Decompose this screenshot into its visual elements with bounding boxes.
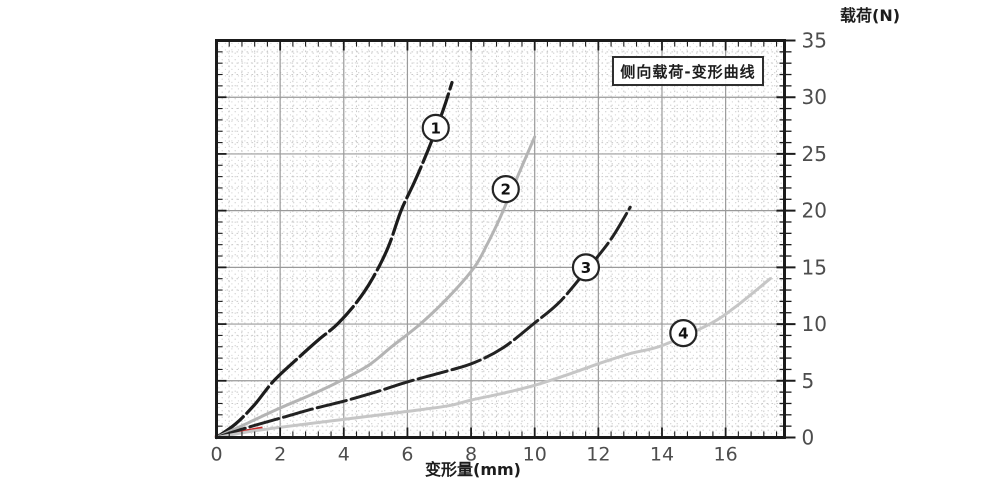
y-tick-label: 25: [802, 142, 827, 166]
grid-major: [216, 40, 785, 438]
x-tick-label: 12: [586, 444, 610, 466]
x-tick-label: 14: [650, 444, 674, 466]
chart-title: 侧向载荷-变形曲线: [620, 62, 756, 81]
y-tick-label: 15: [802, 255, 827, 279]
axis-ticks: [216, 39, 796, 439]
curve-label-1: 1: [421, 113, 450, 142]
curve-label-number: 3: [581, 259, 591, 277]
chart-title-box: 侧向载荷-变形曲线: [612, 56, 764, 86]
y-tick-label: 0: [802, 426, 815, 450]
x-tick-label: 16: [714, 444, 738, 466]
curve-label-number: 2: [501, 181, 511, 199]
x-tick-label: 0: [210, 444, 222, 466]
curve-label-circle: [571, 253, 601, 282]
y-tick-label: 20: [802, 199, 827, 223]
plot-stipple: [216, 40, 785, 438]
curve-label-circle: [421, 113, 450, 142]
x-axis-title: 变形量(mm): [425, 460, 521, 479]
x-tick-label: 8: [465, 444, 477, 466]
y-tick-label: 5: [802, 369, 815, 393]
frame-rect: [215, 39, 786, 439]
curve-label-circle: [491, 174, 520, 204]
curve-2: [215, 135, 537, 439]
x-tick-label: 6: [401, 444, 413, 466]
x-tick-label: 2: [274, 444, 286, 466]
y-tick-label: 10: [802, 312, 827, 336]
curve-label-3: 3: [571, 253, 601, 282]
curve-label-circle: [669, 319, 698, 348]
y-tick-label: 35: [802, 29, 827, 53]
curve-label-2: 2: [491, 174, 520, 204]
curve-label-number: 1: [431, 119, 441, 137]
y-tick-label: 30: [802, 85, 827, 109]
plot-frame: [215, 39, 786, 439]
x-tick-label: 4: [338, 444, 350, 466]
curve-label-number: 4: [678, 325, 688, 343]
curve-label-4: 4: [669, 319, 698, 348]
y-axis-title: 载荷(N): [840, 6, 901, 25]
x-tick-label: 10: [523, 444, 547, 466]
